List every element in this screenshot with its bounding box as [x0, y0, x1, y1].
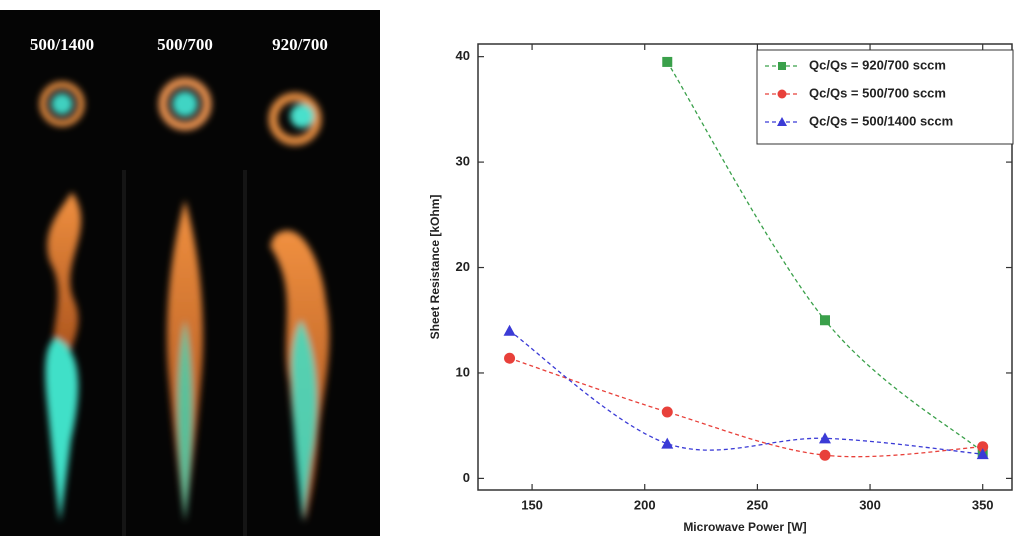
data-point: [504, 325, 516, 336]
x-tick-label: 250: [747, 497, 769, 512]
y-tick-label: 0: [463, 470, 470, 485]
fit-line: [510, 358, 983, 456]
strip-divider: [122, 170, 126, 536]
x-tick-label: 300: [859, 497, 881, 512]
legend: Qc/Qs = 920/700 sccm Qc/Qs = 500/700 sccm…: [757, 50, 1013, 144]
strip-divider: [243, 170, 247, 536]
flame-photo: 500/1400 500/700 920/700: [0, 10, 380, 536]
legend-marker: [778, 90, 787, 99]
data-point: [820, 315, 830, 325]
data-point: [819, 432, 831, 443]
data-point: [504, 353, 515, 364]
x-tick-label: 150: [521, 497, 543, 512]
x-tick-label: 350: [972, 497, 994, 512]
x-axis-label: Microwave Power [W]: [683, 520, 806, 534]
y-tick-label: 10: [456, 364, 470, 379]
photo-label: 500/700: [157, 35, 213, 54]
legend-label: Qc/Qs = 500/1400 sccm: [809, 113, 953, 128]
data-point: [662, 406, 673, 417]
photo-label: 500/1400: [30, 35, 94, 54]
figure: 500/1400 500/700 920/700 Microwave Power…: [0, 0, 1017, 536]
y-tick-label: 20: [456, 259, 470, 274]
y-tick-label: 30: [456, 154, 470, 169]
photo-label: 920/700: [272, 35, 328, 54]
fit-line: [510, 331, 983, 454]
figure-canvas: 500/1400 500/700 920/700 Microwave Power…: [0, 0, 1017, 536]
x-tick-label: 200: [634, 497, 656, 512]
y-tick-label: 40: [456, 48, 470, 63]
data-point: [662, 57, 672, 67]
legend-label: Qc/Qs = 500/700 sccm: [809, 85, 946, 100]
legend-label: Qc/Qs = 920/700 sccm: [809, 57, 946, 72]
data-point: [819, 450, 830, 461]
data-point: [661, 438, 673, 449]
legend-marker: [778, 62, 786, 70]
y-axis-label: Sheet Resistance [kOhm]: [428, 195, 442, 340]
